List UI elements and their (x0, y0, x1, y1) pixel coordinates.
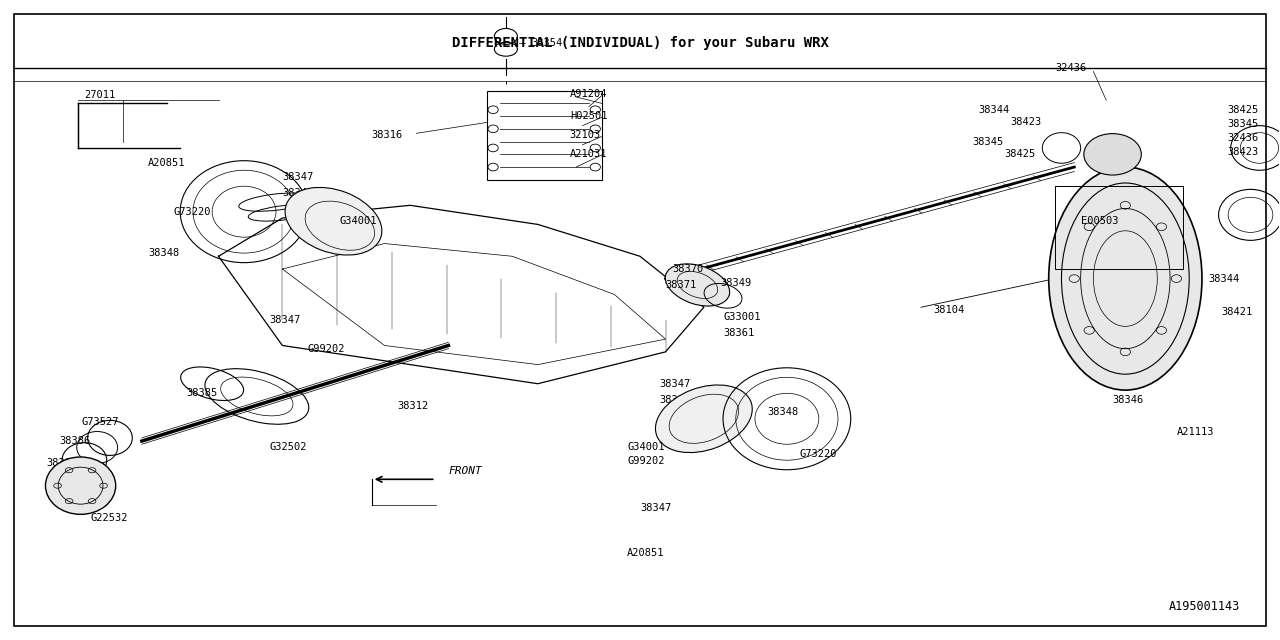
Text: 38345: 38345 (972, 136, 1004, 147)
Text: G73220: G73220 (174, 207, 211, 217)
Text: 38354: 38354 (531, 38, 563, 48)
Ellipse shape (666, 264, 730, 306)
Text: G73527: G73527 (82, 417, 119, 427)
Text: 38348: 38348 (148, 248, 179, 258)
Text: FRONT: FRONT (448, 466, 483, 476)
Text: 38347: 38347 (640, 503, 671, 513)
Text: 38421: 38421 (1221, 307, 1252, 317)
Text: E00503: E00503 (1080, 216, 1119, 226)
Text: H02501: H02501 (570, 111, 607, 121)
Text: 38371: 38371 (666, 280, 696, 290)
Text: DIFFERENTIAL (INDIVIDUAL) for your Subaru WRX: DIFFERENTIAL (INDIVIDUAL) for your Subar… (452, 36, 828, 50)
Text: 38361: 38361 (723, 328, 754, 338)
Text: G73220: G73220 (800, 449, 837, 459)
Text: 38348: 38348 (768, 408, 799, 417)
Text: 38386: 38386 (59, 436, 90, 446)
Text: A20851: A20851 (148, 157, 186, 168)
Text: 38347: 38347 (283, 172, 314, 182)
Bar (1055, 186, 1183, 269)
Text: G32502: G32502 (270, 442, 307, 452)
Text: A91204: A91204 (570, 89, 607, 99)
Text: A21031: A21031 (570, 149, 607, 159)
Text: 38104: 38104 (934, 305, 965, 316)
Text: 38349: 38349 (721, 278, 751, 288)
Text: 38423: 38423 (1010, 118, 1042, 127)
Text: A21113: A21113 (1176, 426, 1213, 436)
Text: 38347: 38347 (659, 379, 690, 388)
Text: 38347: 38347 (270, 315, 301, 325)
Text: A195001143: A195001143 (1169, 600, 1240, 613)
Text: A20851: A20851 (627, 548, 664, 557)
Text: G22532: G22532 (91, 513, 128, 522)
Ellipse shape (655, 385, 753, 452)
Text: 38425: 38425 (1228, 105, 1258, 115)
Text: 32436: 32436 (1228, 132, 1258, 143)
Text: 38347: 38347 (659, 395, 690, 404)
Text: 38344: 38344 (1208, 273, 1239, 284)
Text: 32103: 32103 (570, 130, 602, 140)
Text: 32436: 32436 (1055, 63, 1087, 74)
Text: 38316: 38316 (371, 130, 403, 140)
Text: 38385: 38385 (187, 388, 218, 398)
Text: G99202: G99202 (627, 456, 664, 467)
Text: 27011: 27011 (84, 90, 115, 100)
Text: G33001: G33001 (723, 312, 760, 322)
Ellipse shape (1048, 167, 1202, 390)
Text: 38380: 38380 (46, 458, 77, 468)
Text: 38344: 38344 (978, 105, 1010, 115)
Bar (486, 91, 602, 180)
Text: 38425: 38425 (1004, 149, 1036, 159)
Text: 38345: 38345 (1228, 119, 1258, 129)
Text: 38312: 38312 (397, 401, 429, 411)
Ellipse shape (46, 457, 115, 515)
Text: G34001: G34001 (627, 442, 664, 452)
Text: 38423: 38423 (1228, 147, 1258, 157)
Text: G99202: G99202 (308, 344, 346, 354)
Ellipse shape (285, 188, 381, 255)
Text: G34001: G34001 (340, 216, 378, 226)
Ellipse shape (1084, 134, 1142, 175)
Text: 38370: 38370 (672, 264, 703, 274)
Text: 38346: 38346 (1112, 395, 1144, 404)
Text: 38347: 38347 (283, 188, 314, 198)
